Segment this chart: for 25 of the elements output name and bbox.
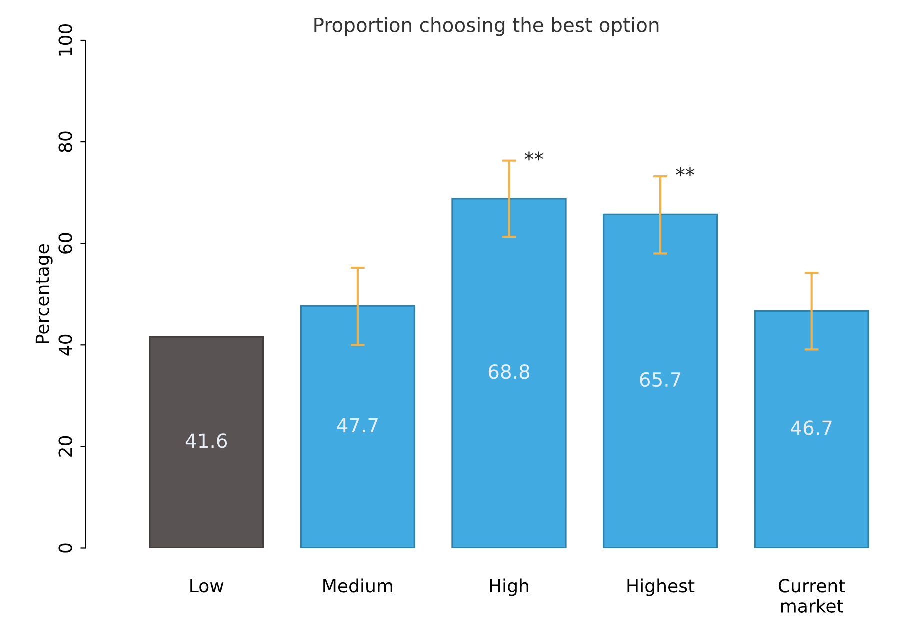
y-tick-label: 40	[58, 334, 72, 356]
bar	[149, 336, 264, 548]
data-label: 46.7	[791, 420, 832, 436]
x-tick-label: Current market	[778, 579, 846, 613]
x-tick-label: Highest	[628, 578, 695, 596]
bar	[754, 310, 870, 548]
chart-title: Proportion choosing the best option	[314, 17, 659, 36]
bar	[602, 214, 718, 548]
data-label: 47.7	[337, 418, 378, 433]
data-label: 68.8	[488, 364, 530, 380]
data-label: 65.7	[640, 372, 681, 388]
annotation: **	[676, 168, 695, 176]
annotation: **	[524, 152, 544, 161]
y-tick-label: 20	[58, 436, 72, 457]
y-tick-label: 80	[58, 132, 72, 152]
bar	[452, 198, 567, 548]
y-axis-title: Percentage	[36, 244, 53, 344]
x-tick-label: Low	[190, 579, 224, 593]
x-tick-label: High	[490, 578, 528, 596]
data-label: 41.6	[186, 434, 228, 448]
y-tick-label: 0	[58, 544, 72, 553]
y-tick-label: 60	[58, 233, 72, 254]
bar	[300, 305, 416, 548]
x-tick-label: Medium	[324, 578, 392, 593]
y-tick-label: 100	[58, 24, 72, 56]
